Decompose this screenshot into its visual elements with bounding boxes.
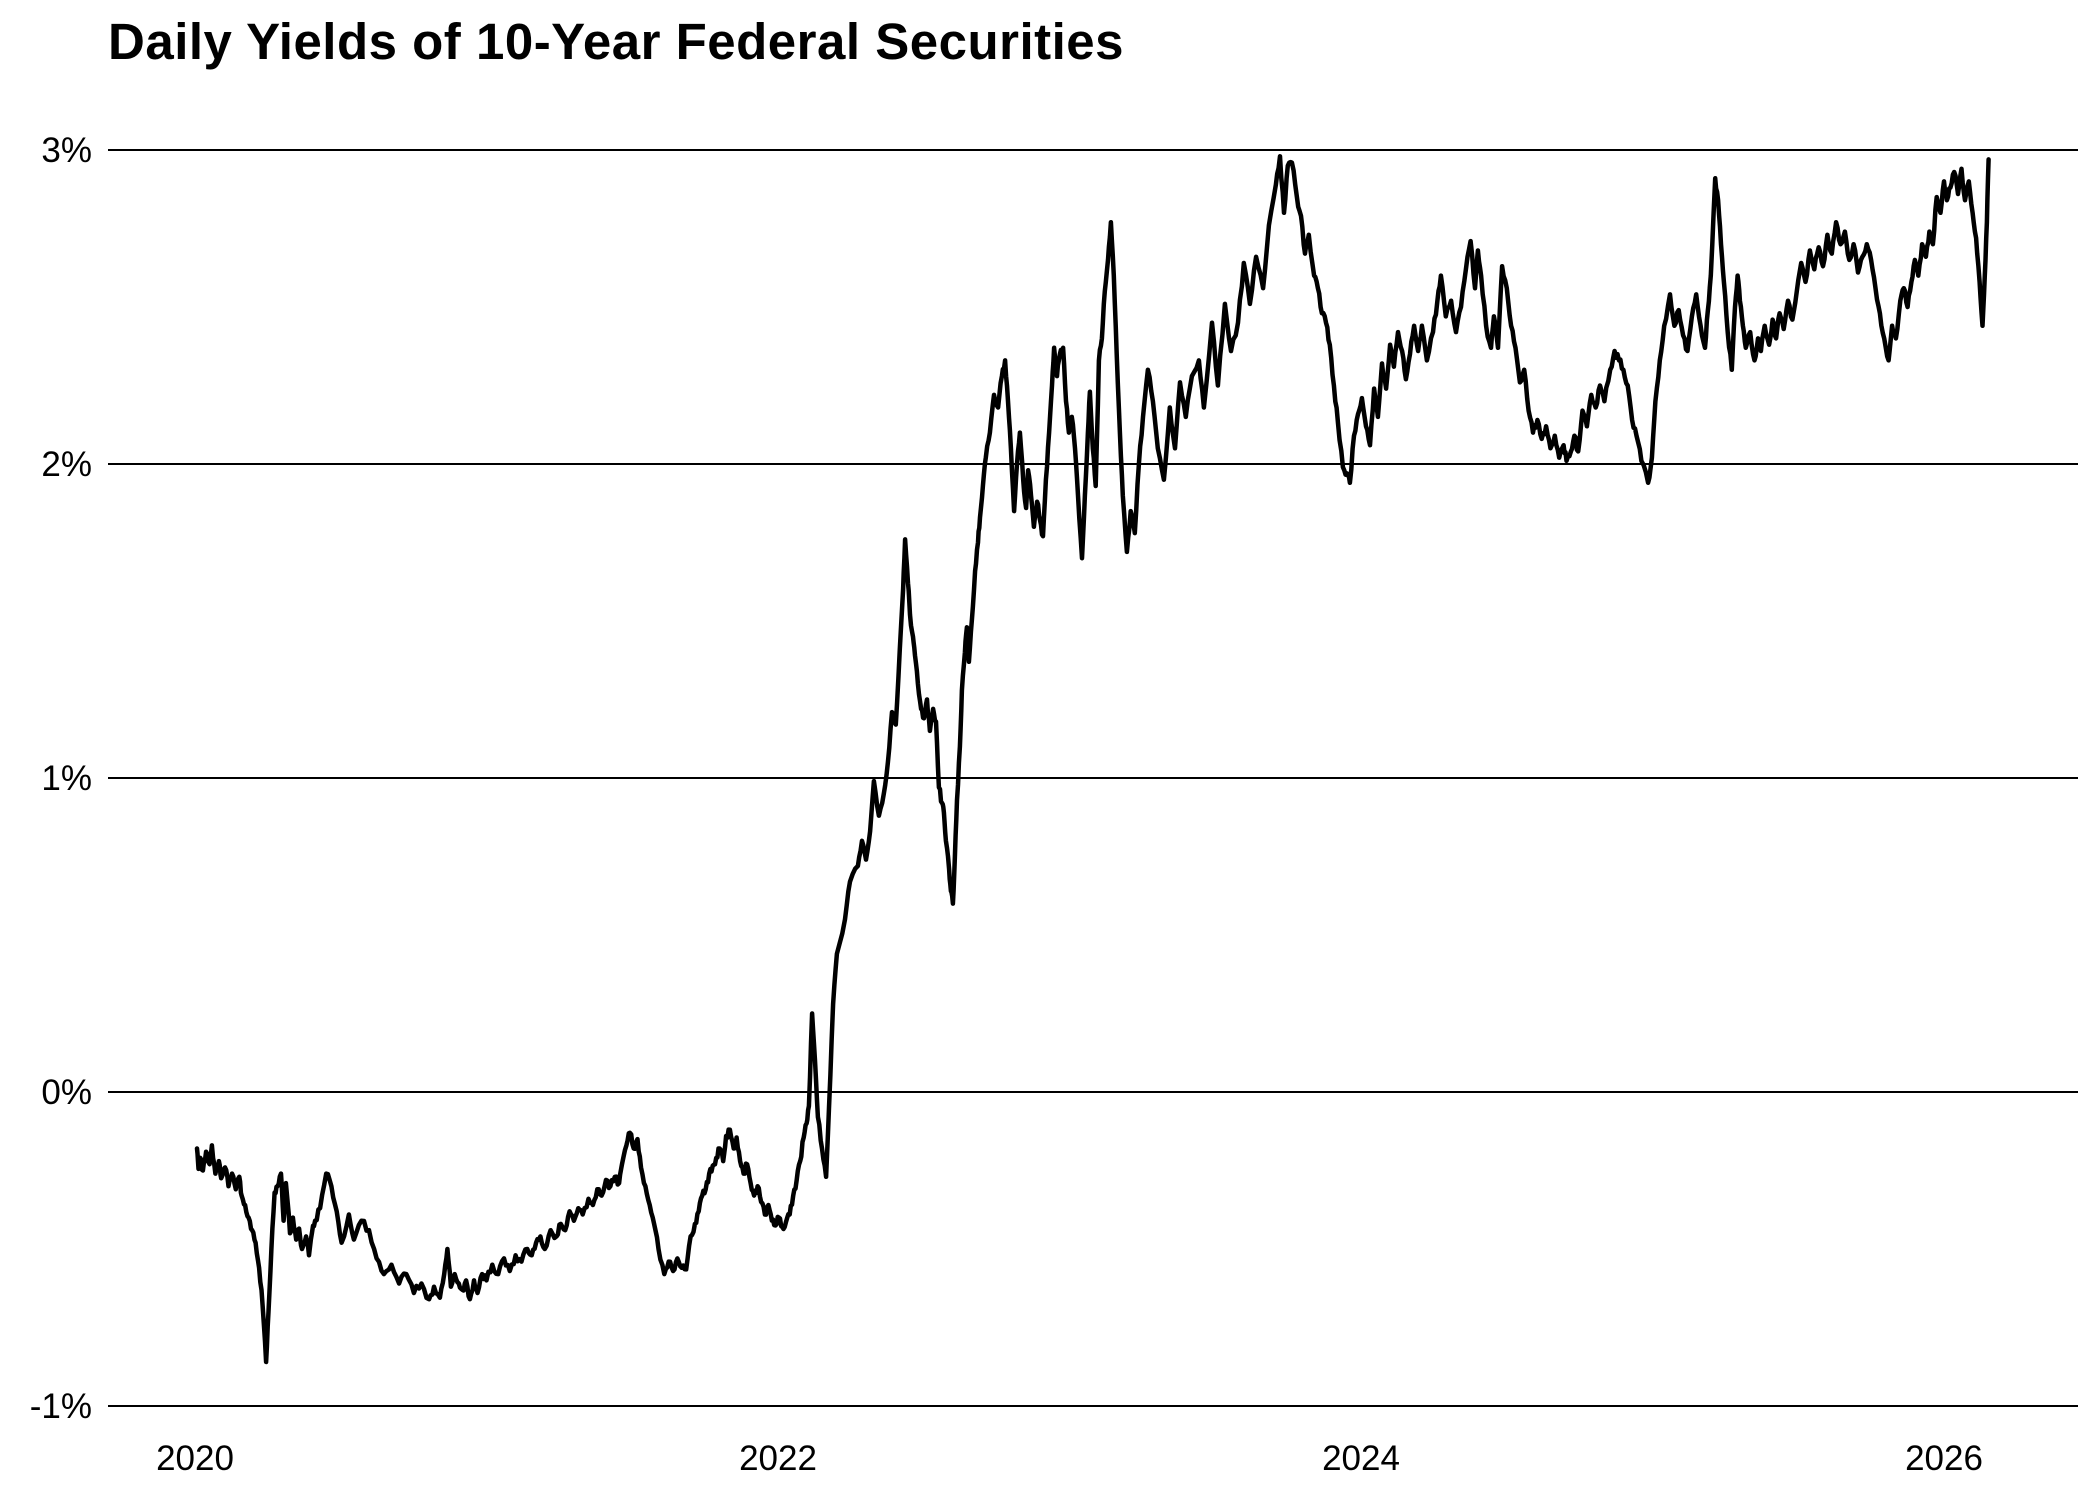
y-axis-label-1: 1% (41, 759, 92, 798)
y-axis-label-2: 2% (41, 445, 92, 484)
gridlines (108, 149, 2078, 1407)
y-axis-label-3: 3% (41, 131, 92, 170)
x-axis-label-2026: 2026 (1905, 1439, 1983, 1478)
yield-line (194, 154, 1991, 1365)
x-axis-label-2024: 2024 (1322, 1439, 1400, 1478)
x-axis-labels: 2020 2022 2024 2026 (156, 1439, 1983, 1478)
y-axis-label-0: 0% (41, 1073, 92, 1112)
x-axis-label-2020: 2020 (156, 1439, 234, 1478)
chart-title: Daily Yields of 10-Year Federal Securiti… (108, 13, 1124, 70)
x-axis-label-2022: 2022 (739, 1439, 817, 1478)
y-axis-label--1: -1% (30, 1387, 92, 1426)
y-axis-labels: 3% 2% 1% 0% -1% (30, 131, 92, 1426)
